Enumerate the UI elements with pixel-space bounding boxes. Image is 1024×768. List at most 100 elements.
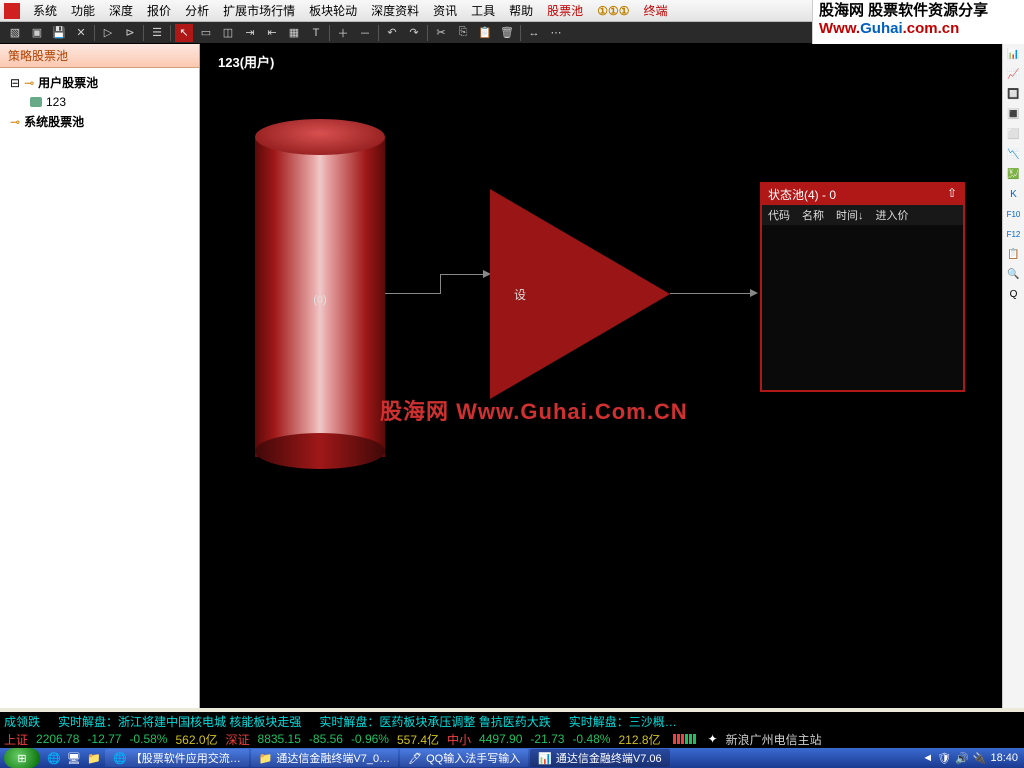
menu-depthdata[interactable]: 深度资料 bbox=[364, 2, 426, 19]
tree-node-user-pool[interactable]: ⊟⊸用户股票池 bbox=[2, 72, 197, 93]
tool-output-icon[interactable]: ⇥ bbox=[241, 24, 259, 42]
key-icon: ⊸ bbox=[24, 76, 34, 90]
tool-stretch-icon[interactable]: ↔ bbox=[525, 24, 543, 42]
menu-system[interactable]: 系统 bbox=[26, 2, 64, 19]
tool-close-icon[interactable]: ✕ bbox=[72, 24, 90, 42]
tray-icon[interactable]: ◄ bbox=[922, 752, 933, 764]
signal-bars-icon bbox=[673, 734, 696, 744]
rs-icon-f12[interactable]: F12 bbox=[1005, 226, 1023, 243]
rs-icon-f10[interactable]: F10 bbox=[1005, 206, 1023, 223]
task-item[interactable]: 📁通达信金融终端V7_0… bbox=[251, 749, 398, 767]
tool-zoomin-icon[interactable]: ＋ bbox=[334, 24, 352, 42]
menu-extmarket[interactable]: 扩展市场行情 bbox=[216, 2, 302, 19]
tool-pointer-icon[interactable]: ↖ bbox=[175, 24, 193, 42]
station-label: 新浪广州电信主站 bbox=[726, 731, 822, 748]
app-logo-icon bbox=[4, 3, 20, 19]
index-ticker: 上证 2206.78 -12.77 -0.58% 562.0亿 深证 8835.… bbox=[0, 730, 1024, 748]
arrowhead-icon bbox=[750, 289, 758, 297]
tool-panel-icon[interactable]: ◫ bbox=[219, 24, 237, 42]
wire bbox=[385, 293, 440, 294]
menu-help[interactable]: 帮助 bbox=[502, 2, 540, 19]
ql-ie-icon[interactable]: 🌐 bbox=[45, 750, 63, 766]
rs-icon-5[interactable]: 📉 bbox=[1005, 146, 1023, 163]
ql-desktop-icon[interactable]: 🖥 bbox=[65, 750, 83, 766]
idx-name: 深证 bbox=[226, 731, 250, 748]
task-item[interactable]: 🖊QQ输入法手写输入 bbox=[400, 749, 528, 767]
tree: ⊟⊸用户股票池 123 ⊸系统股票池 bbox=[0, 68, 199, 136]
menu-news[interactable]: 资讯 bbox=[426, 2, 464, 19]
tray-icon[interactable]: 🔌 bbox=[973, 752, 987, 765]
diagram-canvas[interactable]: 123(用户) (0) 设 状态池(4) - 0⇧ 代码 名称 时间↓ 进入价 bbox=[200, 44, 1024, 708]
menu-terminal[interactable]: 终端 bbox=[636, 2, 674, 19]
menu-stockpool[interactable]: 股票池 bbox=[540, 2, 590, 19]
menu-quote[interactable]: 报价 bbox=[140, 2, 178, 19]
tool-play-icon[interactable]: ▷ bbox=[99, 24, 117, 42]
rs-icon-6[interactable]: 💹 bbox=[1005, 166, 1023, 183]
right-toolstrip: 📊 📈 🔲 🔳 ⬜ 📉 💹 K F10 F12 📋 🔍 Q bbox=[1002, 44, 1024, 708]
tool-paste-icon[interactable]: 📋 bbox=[476, 24, 494, 42]
tray-icon[interactable]: 🛡 bbox=[937, 752, 951, 765]
tool-copy-icon[interactable]: ⎘ bbox=[454, 24, 472, 42]
tool-run-icon[interactable]: ⊳ bbox=[121, 24, 139, 42]
menu-sector[interactable]: 板块轮动 bbox=[302, 2, 364, 19]
rs-icon-0[interactable]: 📊 bbox=[1005, 46, 1023, 63]
menu-analysis[interactable]: 分析 bbox=[178, 2, 216, 19]
ticker-seg: 实时解盘：浙江将建中国核电城 核能板块走强 bbox=[58, 713, 301, 730]
node-status-panel[interactable]: 状态池(4) - 0⇧ 代码 名称 时间↓ 进入价 bbox=[760, 182, 965, 392]
menu-depth[interactable]: 深度 bbox=[102, 2, 140, 19]
rs-icon-4[interactable]: ⬜ bbox=[1005, 126, 1023, 143]
task-item[interactable]: 🌐【股票软件应用交流… bbox=[105, 749, 249, 767]
wire bbox=[670, 293, 752, 294]
sidebar-tab[interactable]: 策略股票池 bbox=[0, 44, 199, 68]
panel-up-icon[interactable]: ⇧ bbox=[947, 186, 957, 203]
cylinder-label: (0) bbox=[255, 294, 385, 306]
ticker-seg: 实时解盘：三沙概… bbox=[569, 713, 677, 730]
tool-redo-icon[interactable]: ↷ bbox=[405, 24, 423, 42]
rs-icon-3[interactable]: 🔳 bbox=[1005, 106, 1023, 123]
tool-undo-icon[interactable]: ↶ bbox=[383, 24, 401, 42]
ql-folder-icon[interactable]: 📁 bbox=[85, 750, 103, 766]
task-item-active[interactable]: 📊通达信金融终端V7.06 bbox=[530, 749, 669, 767]
badge-icon: ①①① bbox=[590, 4, 636, 18]
tray-icon[interactable]: 🔊 bbox=[955, 752, 969, 765]
tool-new-icon[interactable]: ▧ bbox=[6, 24, 24, 42]
start-button[interactable]: ⊞ bbox=[4, 748, 40, 768]
tree-node-123[interactable]: 123 bbox=[2, 93, 197, 111]
sidebar: 策略股票池 ⊟⊸用户股票池 123 ⊸系统股票池 bbox=[0, 44, 200, 708]
panel-header: 状态池(4) - 0⇧ bbox=[762, 184, 963, 205]
menu-function[interactable]: 功能 bbox=[64, 2, 102, 19]
tray-clock: 18:40 bbox=[990, 752, 1018, 764]
rs-icon-10[interactable]: 📋 bbox=[1005, 246, 1023, 263]
rs-icon-k[interactable]: K bbox=[1005, 186, 1023, 203]
system-tray[interactable]: ◄ 🛡 🔊 🔌 18:40 bbox=[916, 752, 1024, 765]
menu-tools[interactable]: 工具 bbox=[464, 2, 502, 19]
news-ticker: 成领跌 实时解盘：浙江将建中国核电城 核能板块走强 实时解盘：医药板块承压调整 … bbox=[0, 712, 1024, 730]
tool-zoomout-icon[interactable]: － bbox=[356, 24, 374, 42]
tool-grid-icon[interactable]: ▦ bbox=[285, 24, 303, 42]
tool-delete-icon[interactable]: 🗑 bbox=[498, 24, 516, 42]
triangle-label: 设 bbox=[514, 286, 526, 303]
wire bbox=[440, 274, 485, 275]
tool-open-icon[interactable]: ▣ bbox=[28, 24, 46, 42]
brand-line1: 股海网 股票软件资源分享 bbox=[819, 2, 1018, 20]
node-cylinder[interactable]: (0) bbox=[255, 119, 385, 469]
windows-taskbar: ⊞ 🌐 🖥 📁 🌐【股票软件应用交流… 📁通达信金融终端V7_0… 🖊QQ输入法… bbox=[0, 748, 1024, 768]
rs-search-icon[interactable]: 🔍 bbox=[1005, 266, 1023, 283]
rs-icon-1[interactable]: 📈 bbox=[1005, 66, 1023, 83]
tool-input-icon[interactable]: ⇤ bbox=[263, 24, 281, 42]
rs-icon-2[interactable]: 🔲 bbox=[1005, 86, 1023, 103]
tool-rect-icon[interactable]: ▭ bbox=[197, 24, 215, 42]
wire bbox=[440, 274, 441, 294]
panel-columns: 代码 名称 时间↓ 进入价 bbox=[762, 205, 963, 225]
rs-icon-q[interactable]: Q bbox=[1005, 286, 1023, 303]
ticker-lead: 成领跌 bbox=[4, 713, 40, 730]
idx-name: 中小 bbox=[447, 731, 471, 748]
tool-more-icon[interactable]: ⋯ bbox=[547, 24, 565, 42]
tool-text-icon[interactable]: T bbox=[307, 24, 325, 42]
idx-name: 上证 bbox=[4, 731, 28, 748]
tool-save-icon[interactable]: 💾 bbox=[50, 24, 68, 42]
tool-cut-icon[interactable]: ✂ bbox=[432, 24, 450, 42]
tool-menu-icon[interactable]: ☰ bbox=[148, 24, 166, 42]
tree-node-system-pool[interactable]: ⊸系统股票池 bbox=[2, 111, 197, 132]
windows-logo-icon: ⊞ bbox=[17, 752, 26, 765]
